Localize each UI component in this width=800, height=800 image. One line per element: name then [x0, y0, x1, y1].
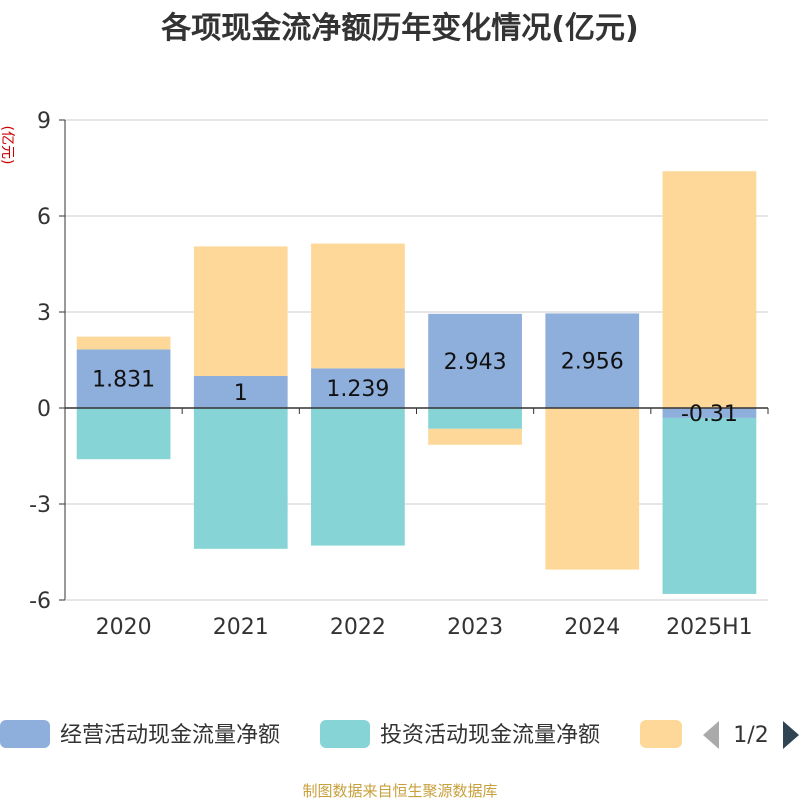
- bar-financing-2021[interactable]: [193, 246, 288, 376]
- bar-value-label: 1.831: [92, 368, 155, 393]
- bar-financing-2023[interactable]: [428, 428, 522, 445]
- y-tick-label: 6: [37, 205, 51, 230]
- axes: -6 -3 0 3 6 9 2020 2021 2022 2023 2024 2025H1: [29, 109, 769, 640]
- bar-value-label: 2.956: [561, 350, 624, 375]
- bar-financing-2020[interactable]: [76, 336, 171, 350]
- bar-value-label: 1: [234, 381, 248, 406]
- legend-prev-page-icon[interactable]: [703, 721, 719, 749]
- legend-item-financing[interactable]: [640, 720, 682, 748]
- y-tick-label: -6: [29, 589, 51, 614]
- bar-investing-2021[interactable]: [193, 408, 288, 549]
- y-tick-label: 0: [37, 397, 51, 422]
- chart-title: 各项现金流净额历年变化情况(亿元): [160, 11, 638, 46]
- data-source-note: 制图数据来自恒生聚源数据库: [302, 782, 497, 800]
- x-tick-label: 2024: [564, 615, 620, 640]
- legend-item-investing[interactable]: 投资活动现金流量净额: [320, 720, 600, 748]
- x-tick-label: 2025H1: [666, 615, 753, 640]
- x-tick-label: 2020: [96, 615, 152, 640]
- bar-value-label: -0.31: [681, 402, 738, 427]
- legend-page-indicator: 1/2: [733, 723, 768, 748]
- legend-swatch-investing: [320, 720, 370, 748]
- bar-financing-2025H1[interactable]: [662, 171, 757, 408]
- y-tick-label: 3: [37, 301, 51, 326]
- bar-operating-2023[interactable]: [428, 313, 522, 408]
- x-tick-label: 2021: [213, 615, 269, 640]
- legend-label-operating: 经营活动现金流量净额: [60, 723, 280, 748]
- x-tick-label: 2023: [447, 615, 503, 640]
- legend: 经营活动现金流量净额 投资活动现金流量净额 1/2: [0, 720, 799, 749]
- bar-financing-2022[interactable]: [311, 243, 405, 369]
- bars: [76, 171, 757, 594]
- y-tick-label: -3: [29, 493, 51, 518]
- legend-swatch-operating: [0, 720, 50, 748]
- bar-investing-2025H1[interactable]: [662, 417, 757, 594]
- data-labels: 1.831 1 1.239 2.943 2.956 -0.31: [92, 350, 738, 427]
- bar-operating-2022[interactable]: [311, 368, 405, 408]
- legend-item-operating[interactable]: 经营活动现金流量净额: [0, 720, 280, 748]
- bar-investing-2023[interactable]: [428, 408, 522, 429]
- y-axis-unit: (亿元): [0, 126, 15, 165]
- bar-operating-2020[interactable]: [76, 349, 171, 408]
- bar-operating-2021[interactable]: [193, 376, 288, 408]
- bar-value-label: 2.943: [444, 350, 507, 375]
- bar-investing-2020[interactable]: [76, 408, 171, 460]
- legend-label-investing: 投资活动现金流量净额: [380, 723, 600, 748]
- x-tick-label: 2022: [330, 615, 386, 640]
- y-tick-label: 9: [37, 109, 51, 134]
- bar-value-label: 1.239: [326, 377, 389, 402]
- bar-operating-2025H1[interactable]: [662, 408, 757, 418]
- legend-swatch-financing: [640, 720, 682, 748]
- bar-operating-2024[interactable]: [545, 313, 640, 408]
- bar-investing-2022[interactable]: [311, 408, 405, 546]
- legend-next-page-icon[interactable]: [783, 721, 799, 749]
- bar-financing-2024[interactable]: [545, 408, 640, 570]
